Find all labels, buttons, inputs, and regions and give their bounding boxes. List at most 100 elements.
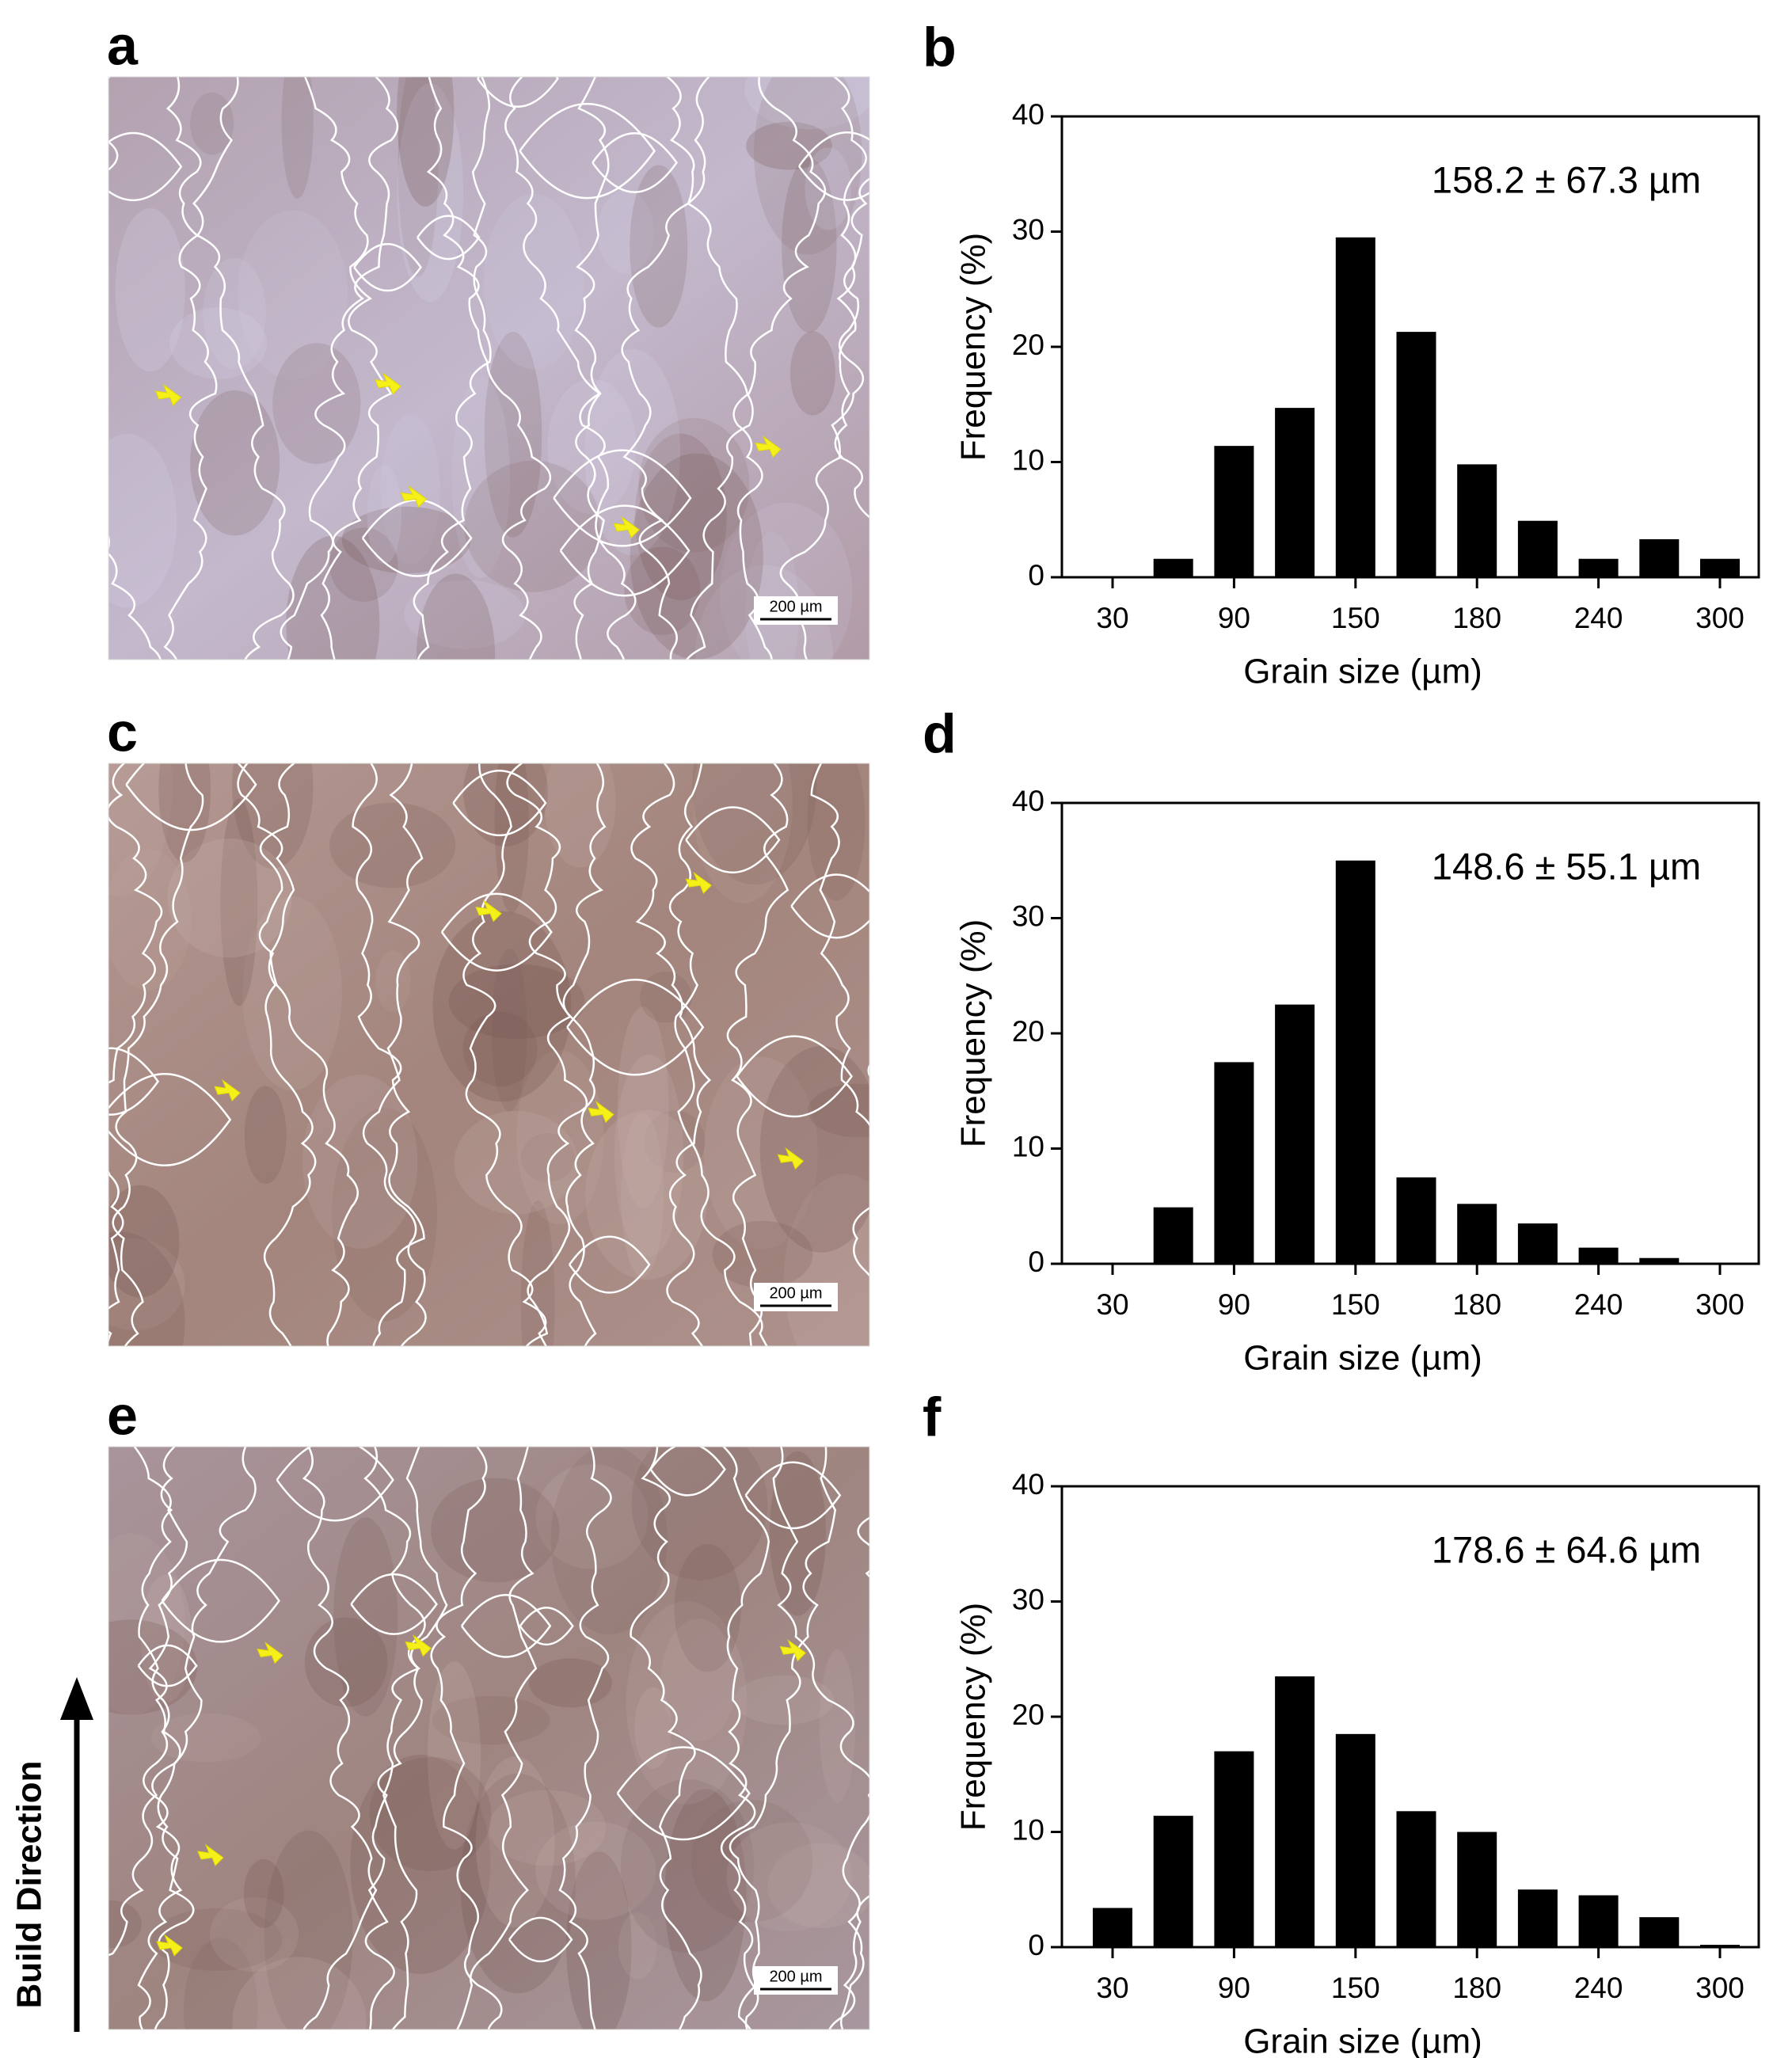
bar — [1578, 1247, 1619, 1264]
grain-boundary — [553, 449, 692, 547]
texture — [108, 1231, 185, 1346]
bar — [1153, 1207, 1193, 1264]
grain-boundary — [797, 131, 869, 201]
grain-boundary — [452, 770, 547, 837]
texture — [203, 257, 266, 369]
scale-bar-label: 200 µm — [769, 1968, 822, 1985]
y-tick-label: 10 — [1012, 443, 1044, 476]
texture — [238, 210, 348, 380]
micrograph — [108, 763, 869, 1346]
yellow-arrow — [154, 383, 182, 406]
grain-boundary — [616, 1746, 751, 1841]
grain-boundary — [353, 242, 422, 292]
texture — [454, 1110, 578, 1215]
x-tick-label: 300 — [1695, 602, 1744, 634]
bar — [1517, 1889, 1558, 1947]
texture — [463, 763, 548, 846]
x-tick-label: 240 — [1574, 1288, 1623, 1321]
y-tick-label: 40 — [1012, 98, 1044, 131]
texture — [547, 379, 637, 515]
grain-boundary — [726, 763, 789, 1346]
grain-boundary — [161, 1558, 280, 1643]
x-tick-label: 90 — [1218, 1972, 1250, 2004]
y-tick-label: 10 — [1012, 1813, 1044, 1846]
bar — [1639, 1917, 1680, 1947]
texture — [808, 1083, 869, 1138]
micrograph — [108, 77, 869, 660]
yellow-arrow — [779, 1638, 807, 1662]
bar — [1275, 1004, 1315, 1264]
texture — [630, 165, 688, 328]
y-tick-label: 0 — [1028, 1929, 1044, 1961]
grain-boundary — [867, 1063, 869, 1113]
grain-boundary — [592, 132, 679, 193]
yellow-arrow — [375, 372, 401, 395]
panel-label: a — [107, 14, 139, 76]
panel-label: e — [107, 1384, 138, 1446]
x-tick-label: 150 — [1331, 1972, 1380, 2004]
texture — [520, 1200, 555, 1346]
grain-boundary — [137, 1644, 198, 1687]
y-tick-label: 20 — [1012, 329, 1044, 361]
texture — [272, 343, 361, 464]
x-tick-label: 90 — [1218, 602, 1250, 634]
texture — [483, 193, 584, 370]
grain-boundary — [506, 763, 595, 1346]
micrograph-border — [108, 76, 870, 660]
texture — [167, 838, 292, 958]
grain-boundary — [303, 77, 393, 660]
micrograph — [108, 1447, 869, 2029]
grain-boundary — [137, 1447, 183, 2029]
texture — [397, 82, 464, 302]
x-tick-label: 180 — [1452, 1972, 1501, 2004]
bar — [1214, 1751, 1254, 1947]
micrograph-background — [108, 763, 869, 1346]
x-tick-label: 30 — [1096, 1288, 1128, 1321]
texture — [108, 434, 177, 608]
panel-label: d — [923, 702, 957, 764]
texture — [108, 849, 192, 991]
grain-boundary — [744, 1461, 842, 1530]
texture — [475, 1756, 555, 1928]
yellow-arrow — [405, 1634, 432, 1657]
grain-boundary — [280, 77, 399, 660]
grain-boundary — [790, 873, 869, 939]
bar — [1639, 538, 1680, 577]
grain-boundary — [362, 763, 427, 1346]
texture — [169, 307, 268, 379]
build-direction: Build Direction — [10, 1761, 49, 2009]
texture — [286, 535, 380, 660]
texture — [759, 1046, 869, 1253]
texture — [431, 1478, 560, 1583]
texture — [220, 798, 258, 1006]
texture — [369, 1756, 492, 1871]
texture — [744, 77, 869, 130]
annotation: 158.2 ± 67.3 µm — [1432, 158, 1701, 200]
texture — [398, 77, 439, 277]
bar — [1578, 558, 1619, 577]
grain-boundary — [558, 1447, 612, 2029]
grain-boundary — [166, 77, 295, 660]
texture — [108, 1619, 198, 1715]
grain-boundary — [621, 77, 695, 660]
grain-boundary — [772, 1447, 869, 2029]
grain-boundary — [831, 77, 869, 519]
texture — [115, 207, 185, 372]
grain-boundary — [668, 763, 768, 1346]
plot-frame — [1060, 115, 1760, 579]
texture — [692, 763, 817, 884]
x-tick-label: 90 — [1218, 1288, 1250, 1321]
texture — [427, 1661, 481, 1850]
bar — [1335, 860, 1375, 1264]
texture — [108, 763, 173, 896]
texture — [190, 390, 280, 536]
grain-boundary — [108, 763, 163, 1345]
texture — [108, 1185, 180, 1298]
texture — [674, 1543, 741, 1672]
yellow-arrow — [685, 871, 713, 895]
texture — [640, 972, 692, 1023]
grain-boundary — [108, 131, 183, 202]
bar — [1335, 1733, 1375, 1947]
grain-boundary — [440, 892, 553, 972]
